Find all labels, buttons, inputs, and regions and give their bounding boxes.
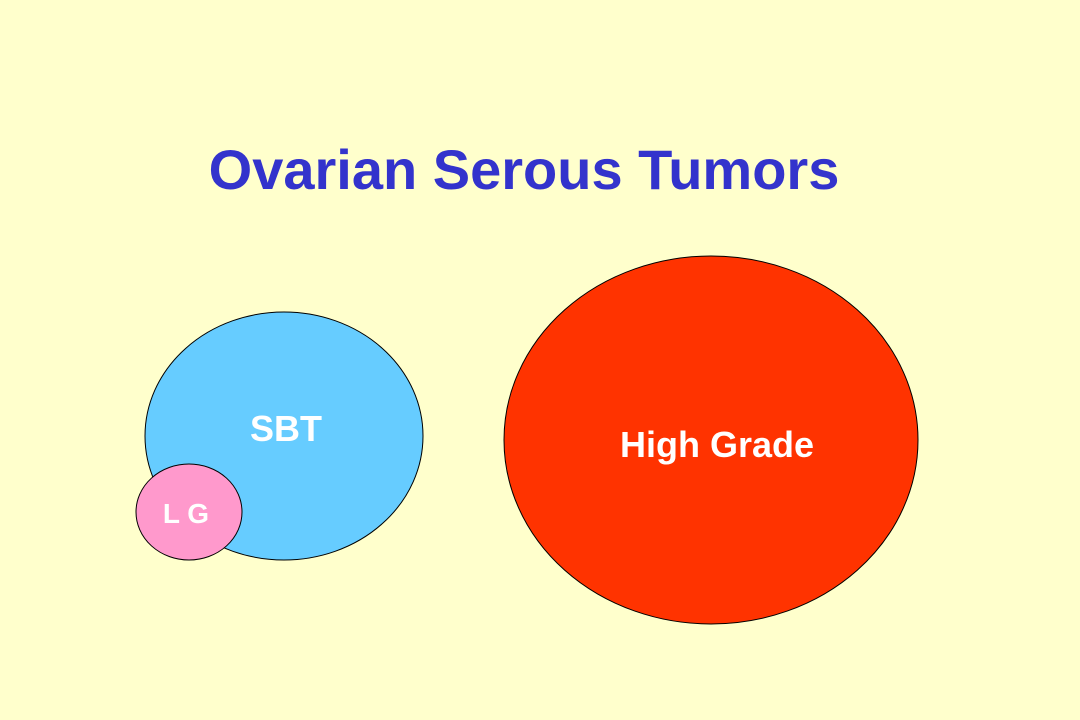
lg-ellipse <box>135 463 243 561</box>
sbt-label: SBT <box>250 408 322 449</box>
high-grade-ellipse <box>503 255 919 625</box>
slide-title: Ovarian Serous Tumors <box>208 138 840 201</box>
lg-label: L G <box>163 498 209 529</box>
high-grade-label: High Grade <box>620 424 814 465</box>
